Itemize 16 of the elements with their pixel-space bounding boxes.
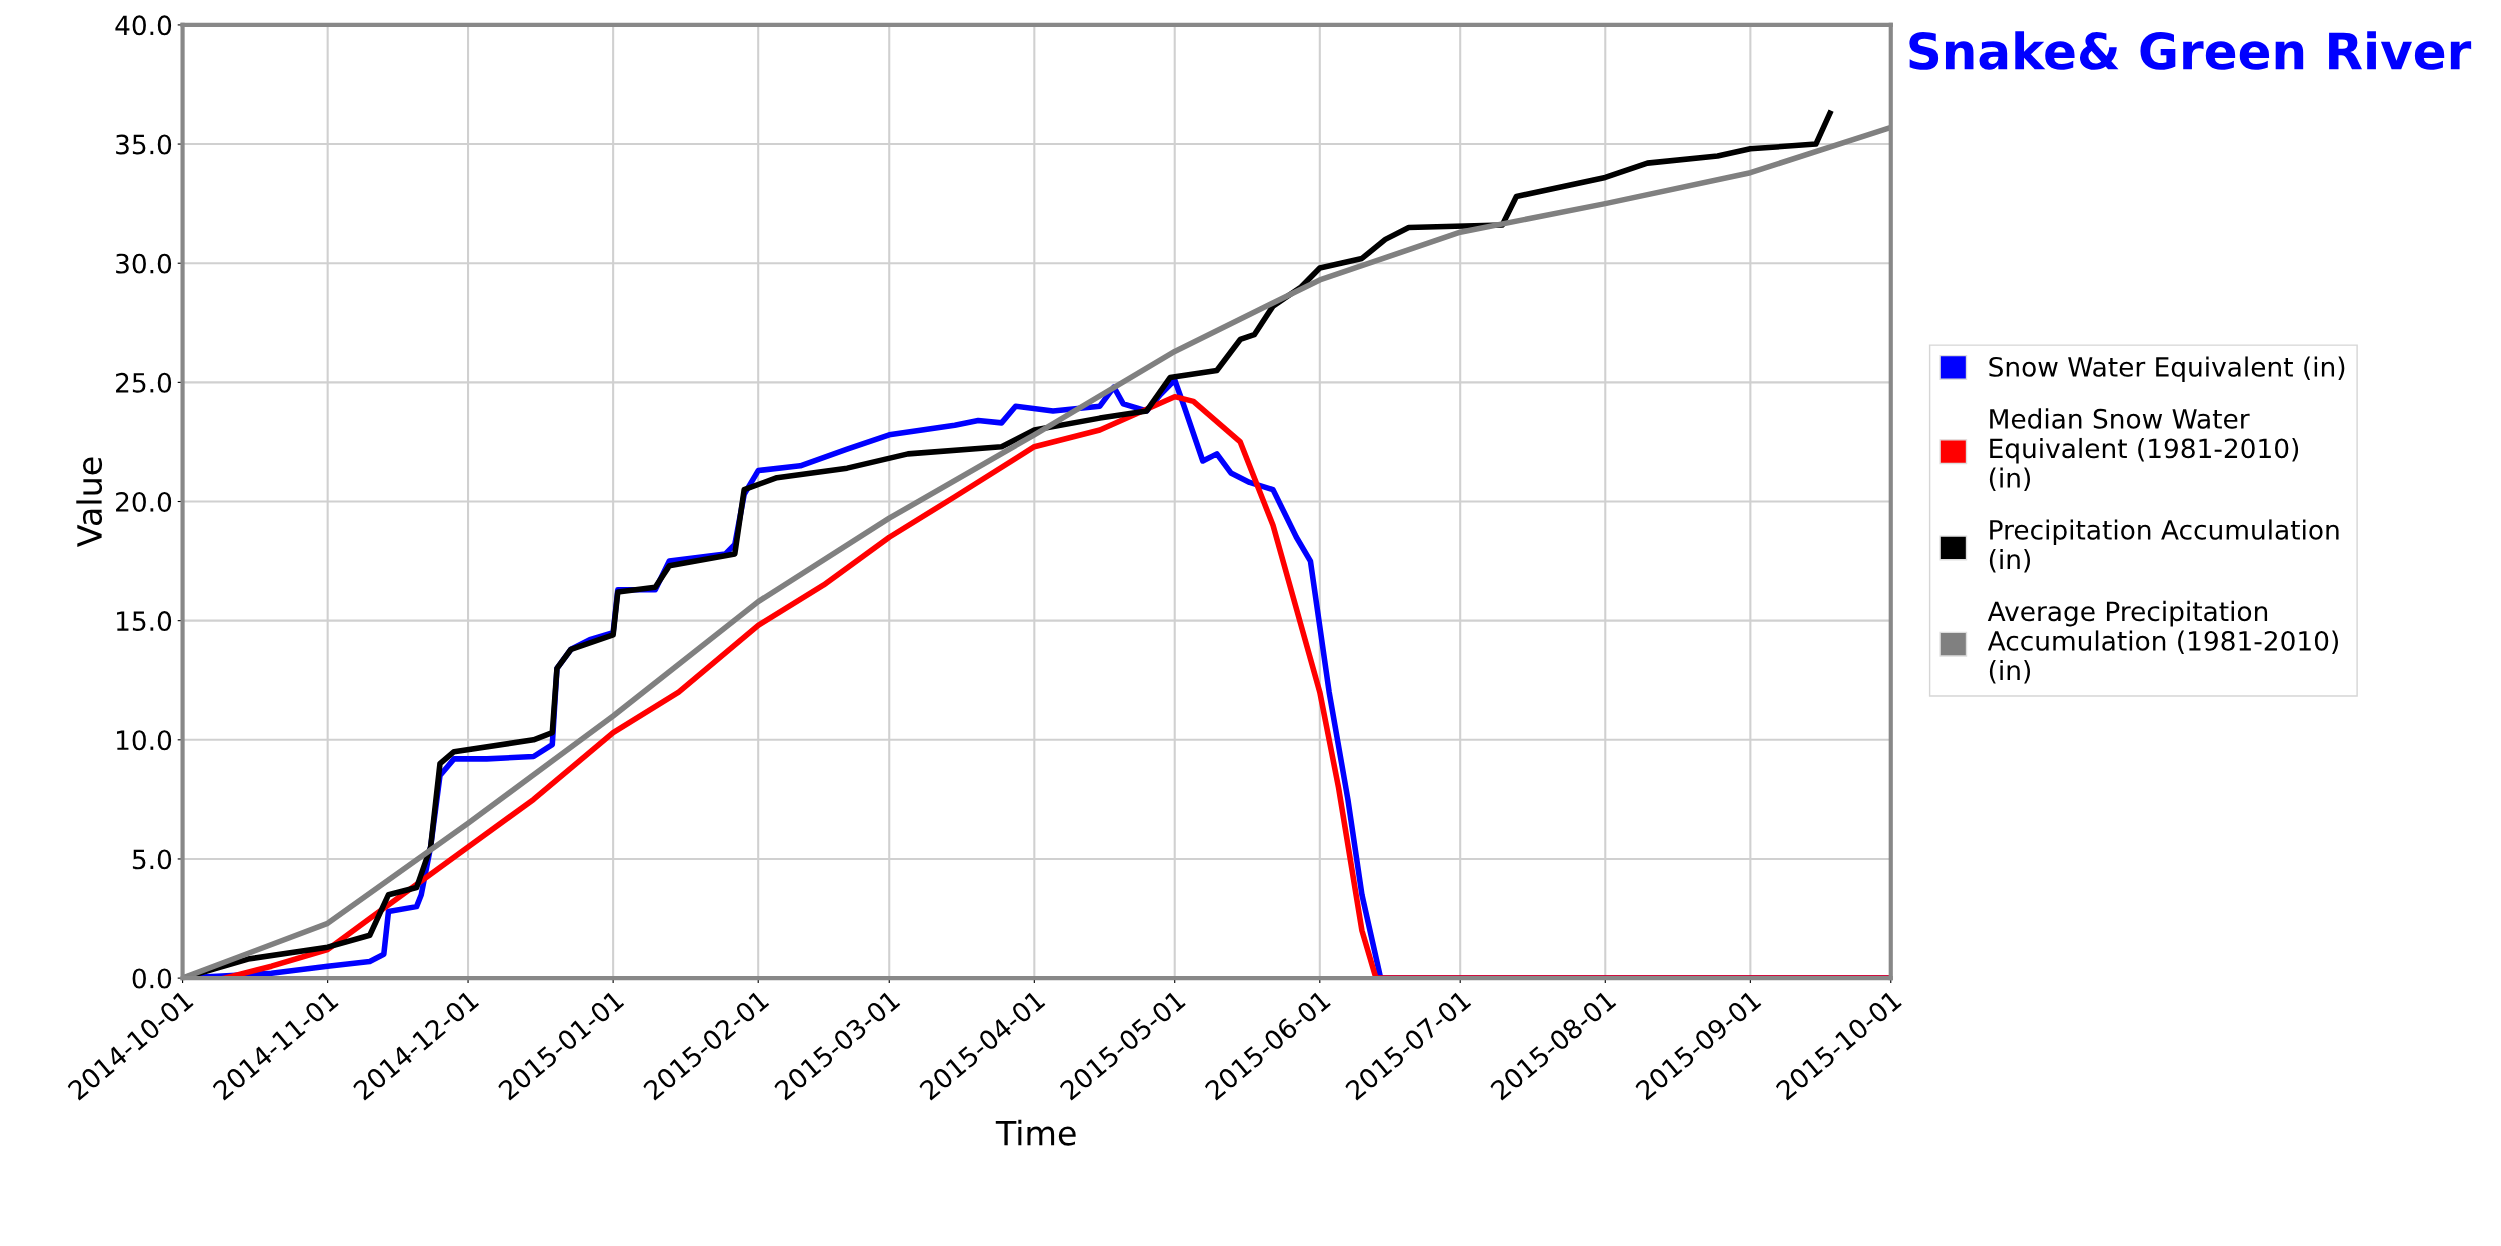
y-tick-label: 10.0 [116,730,172,751]
legend-label: Average Precipitation Accumulation (1981-2010) (in) [1987,600,2338,684]
y-tick-label: 15.0 [116,611,172,632]
y-tick-label: 35.0 [116,134,172,155]
y-tick-label: 5.0 [132,849,172,870]
legend-label: Median Snow Water Equivalent (1981-2010) (in) [1989,408,2299,491]
x-axis-title: Time [995,1119,1076,1146]
text: Snake& Green River [1909,31,2472,70]
y-tick-label: 30.0 [116,253,172,274]
y-tick-label: 0.0 [132,968,172,989]
y-axis-title: Value [76,457,103,548]
legend-label: Snow Water Equivalent (in) [1989,356,2345,382]
y-tick-label: 25.0 [116,372,172,393]
legend-label: Precipitation Accumulation (in) [1989,519,2339,573]
y-tick-label: 20.0 [116,491,172,512]
y-tick-label: 40.0 [115,15,172,36]
